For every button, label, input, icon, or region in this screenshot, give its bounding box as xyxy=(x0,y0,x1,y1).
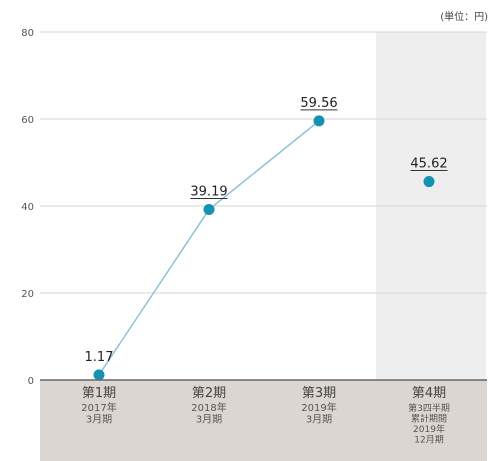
category-labels: 第1期2017年3月期第2期2018年3月期第3期2019年3月期第4期第3四半… xyxy=(81,386,450,446)
category-sublabel: 2019年 xyxy=(301,401,336,414)
data-label: 1.17 xyxy=(85,350,114,365)
data-point xyxy=(423,176,435,188)
category-sublabel: 3月期 xyxy=(306,414,332,426)
category-label: 第4期 xyxy=(412,386,446,401)
data-label: 45.62 xyxy=(410,157,447,172)
data-label: 39.19 xyxy=(190,185,227,200)
y-tick-label: 0 xyxy=(28,376,34,387)
data-point xyxy=(93,369,105,381)
category-label: 第3期 xyxy=(302,386,336,401)
y-axis-ticks: 0 20 40 60 80 xyxy=(21,28,34,387)
unit-label: (単位：円) xyxy=(440,10,488,23)
category-label: 第2期 xyxy=(192,386,226,401)
y-tick-label: 80 xyxy=(21,28,34,39)
data-labels: 1.17 39.19 59.56 45.62 xyxy=(85,96,448,365)
category-sublabel: 2019年 xyxy=(413,423,445,435)
y-tick-label: 60 xyxy=(21,115,34,126)
category-label: 第1期 xyxy=(82,386,116,401)
category-sublabel: 3月期 xyxy=(86,414,112,426)
category-sublabel: 2018年 xyxy=(191,401,226,414)
grid-lines xyxy=(40,31,487,294)
data-point xyxy=(203,204,215,216)
data-points xyxy=(93,115,435,381)
category-sublabel: 累計期間 xyxy=(411,413,447,425)
category-sublabel: 12月期 xyxy=(414,435,443,446)
category-sublabel: 2017年 xyxy=(81,401,116,414)
y-tick-label: 20 xyxy=(21,289,34,300)
data-label: 59.56 xyxy=(300,96,337,111)
category-band xyxy=(40,380,487,461)
series-line xyxy=(98,120,320,376)
data-point xyxy=(313,115,325,127)
y-tick-label: 40 xyxy=(21,202,34,213)
category-sublabel: 3月期 xyxy=(196,414,222,426)
category-sublabel: 第3四半期 xyxy=(408,402,450,414)
